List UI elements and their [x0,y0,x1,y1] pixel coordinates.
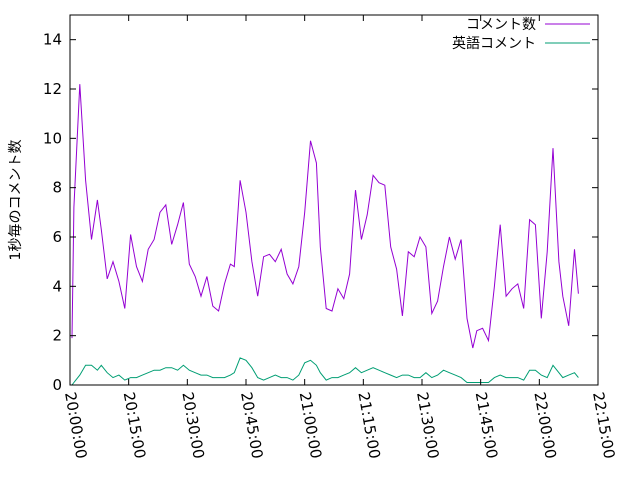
series-layer [71,84,579,386]
y-axis-ticks: 0 2 4 6 8 10 12 14 [43,31,598,394]
y-tick-label: 8 [52,179,62,197]
legend-label-1: 英語コメント [452,35,536,52]
y-tick-label: 6 [52,228,62,246]
y-tick-label: 0 [52,376,62,394]
series-line-1 [71,357,579,386]
y-tick-label: 2 [52,327,62,345]
y-tick-label: 12 [43,80,62,98]
y-tick-label: 10 [43,129,62,147]
y-axis-label: 1秒毎のコメント数 [8,140,24,261]
series-line-0 [71,84,579,349]
y-tick-label: 4 [52,277,62,295]
plot-frame [69,14,599,386]
legend-label-0: コメント数 [466,17,536,33]
y-tick-label: 14 [43,31,62,49]
